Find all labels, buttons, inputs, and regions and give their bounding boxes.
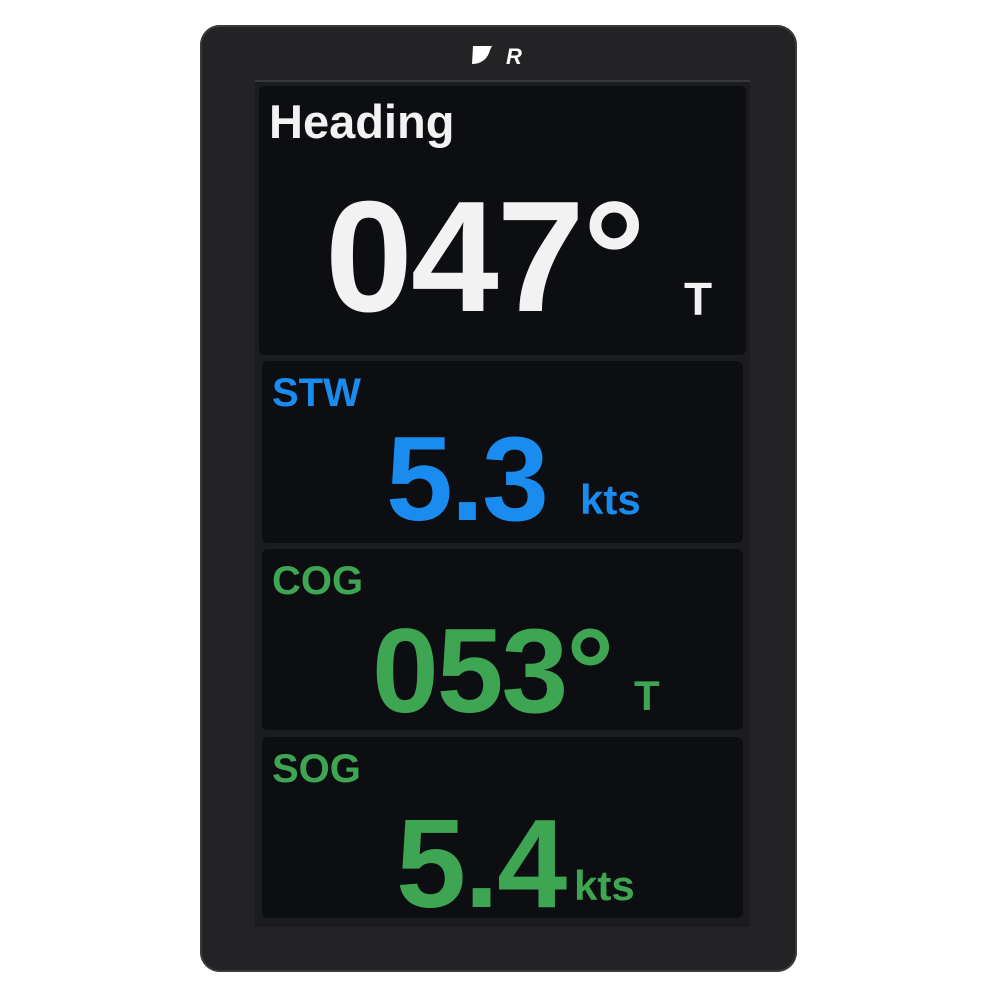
stw-unit: kts	[580, 476, 641, 523]
sog-label: SOG	[272, 747, 361, 791]
heading-label: Heading	[269, 95, 455, 148]
heading-panel[interactable]: Heading 047° T	[259, 86, 746, 355]
svg-text:R: R	[506, 44, 522, 66]
heading-value: 047°	[325, 169, 646, 345]
cog-value: 053°	[372, 604, 614, 738]
raymarine-logo-icon: R	[472, 44, 522, 66]
stw-value: 5.3	[386, 412, 549, 546]
heading-unit: T	[684, 273, 713, 325]
stw-panel[interactable]: STW 5.3 kts	[262, 361, 743, 543]
sog-value: 5.4	[396, 793, 567, 934]
cog-panel[interactable]: COG 053° T	[262, 549, 743, 738]
sog-unit: kts	[574, 862, 635, 909]
cog-label: COG	[272, 559, 364, 603]
sog-panel[interactable]: SOG 5.4 kts	[262, 737, 743, 927]
stw-label: STW	[272, 371, 361, 415]
cog-unit: T	[634, 672, 660, 719]
